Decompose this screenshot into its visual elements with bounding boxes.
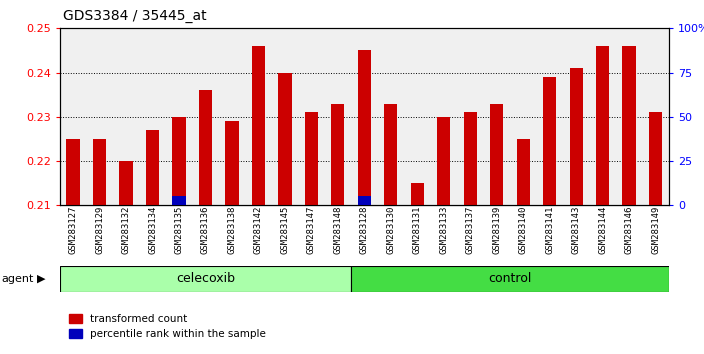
Text: GSM283134: GSM283134 [148, 205, 157, 254]
Bar [351, 266, 669, 292]
Bar [146, 130, 159, 205]
Text: GSM283143: GSM283143 [572, 205, 581, 254]
Bar [172, 117, 186, 205]
Bar [410, 183, 424, 205]
Text: GSM283129: GSM283129 [95, 205, 104, 254]
Bar [570, 68, 583, 205]
Text: agent: agent [1, 274, 34, 284]
Bar [278, 73, 291, 205]
Text: GSM283127: GSM283127 [68, 205, 77, 254]
Bar [490, 103, 503, 205]
Text: GSM283149: GSM283149 [651, 205, 660, 254]
Text: GSM283136: GSM283136 [201, 205, 210, 254]
Text: GSM283130: GSM283130 [386, 205, 396, 254]
Bar [199, 90, 212, 205]
Text: ▶: ▶ [37, 274, 45, 284]
Text: GDS3384 / 35445_at: GDS3384 / 35445_at [63, 9, 207, 23]
Bar [649, 112, 662, 205]
Bar [120, 161, 132, 205]
Text: GSM283137: GSM283137 [466, 205, 474, 254]
Text: GSM283141: GSM283141 [545, 205, 554, 254]
Text: GSM283146: GSM283146 [624, 205, 634, 254]
Bar [331, 103, 344, 205]
Bar [252, 46, 265, 205]
Bar [358, 50, 371, 205]
Text: GSM283138: GSM283138 [227, 205, 237, 254]
Bar [437, 117, 451, 205]
Bar [464, 112, 477, 205]
Text: GSM283135: GSM283135 [175, 205, 184, 254]
Bar [517, 139, 530, 205]
Text: GSM283147: GSM283147 [307, 205, 316, 254]
Text: celecoxib: celecoxib [176, 272, 235, 285]
Text: GSM283140: GSM283140 [519, 205, 528, 254]
Text: GSM283139: GSM283139 [492, 205, 501, 254]
Text: GSM283145: GSM283145 [280, 205, 289, 254]
Bar [172, 196, 186, 205]
Bar [225, 121, 239, 205]
Bar [596, 46, 609, 205]
Bar [93, 139, 106, 205]
Bar [305, 112, 318, 205]
Bar [384, 103, 398, 205]
Bar [622, 46, 636, 205]
Text: GSM283128: GSM283128 [360, 205, 369, 254]
Legend: transformed count, percentile rank within the sample: transformed count, percentile rank withi… [65, 310, 270, 343]
Text: GSM283132: GSM283132 [122, 205, 130, 254]
Text: GSM283142: GSM283142 [254, 205, 263, 254]
Text: GSM283131: GSM283131 [413, 205, 422, 254]
Bar [66, 139, 80, 205]
Bar [358, 196, 371, 205]
Text: GSM283144: GSM283144 [598, 205, 607, 254]
Bar [543, 77, 556, 205]
Text: GSM283133: GSM283133 [439, 205, 448, 254]
Bar [60, 266, 351, 292]
Text: control: control [489, 272, 532, 285]
Text: GSM283148: GSM283148 [333, 205, 342, 254]
